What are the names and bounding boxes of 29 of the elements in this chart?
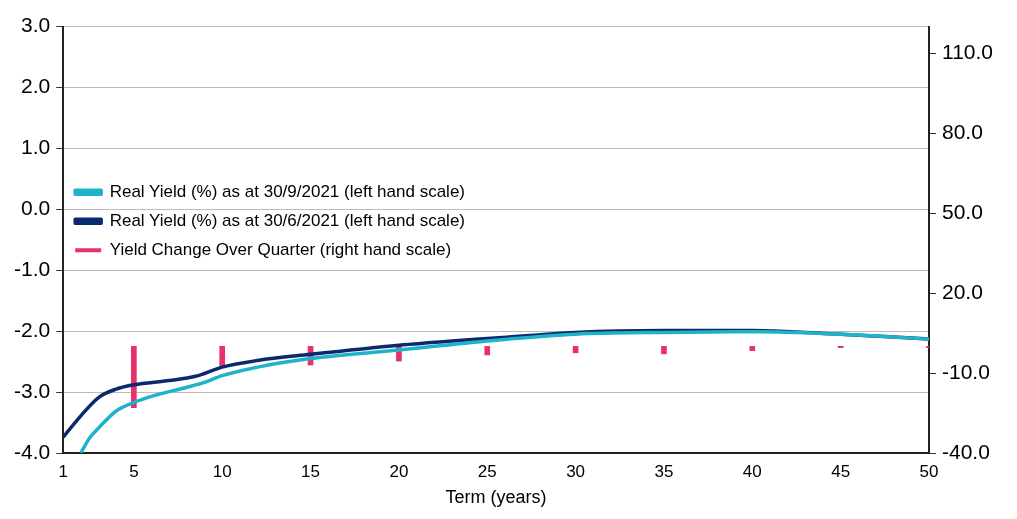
x-tick-label: 40 (742, 461, 762, 481)
x-tick-label: 5 (129, 461, 139, 481)
y2-tick-label: 110.0 (942, 40, 994, 64)
x-tick-label: 10 (212, 461, 232, 481)
y-tick-label: 0.0 (20, 196, 51, 220)
y2-tick-label: 20.0 (942, 279, 983, 303)
x-tick-label: 25 (477, 461, 497, 481)
y-tick-label: -1.0 (14, 257, 51, 281)
x-axis-title: Term (years) (445, 487, 547, 508)
x-tick-label: 30 (566, 461, 586, 481)
y-tick-label: 1.0 (20, 135, 51, 159)
y2-tick-label: -40.0 (942, 439, 990, 463)
x-tick-label: 1 (58, 461, 68, 481)
y2-tick-label: 50.0 (942, 199, 983, 223)
y-tick-label: 3.0 (20, 13, 51, 37)
x-tick-label: 45 (831, 461, 851, 481)
legend-label: Real Yield (%) as at 30/9/2021 (left hand scale) (109, 181, 466, 201)
legend-label: Real Yield (%) as at 30/6/2021 (left hand scale) (109, 210, 466, 230)
y-tick-label: -4.0 (14, 439, 51, 463)
x-tick-label: 15 (301, 461, 321, 481)
x-tick-label: 35 (654, 461, 674, 481)
y-tick-label: -3.0 (14, 378, 51, 402)
legend-label: Yield Change Over Quarter (right hand scale) (109, 239, 452, 259)
y-tick-label: -2.0 (14, 317, 51, 341)
x-tick-label: 50 (919, 461, 939, 481)
y-tick-label: 2.0 (20, 74, 51, 98)
x-tick-label: 20 (389, 461, 409, 481)
y2-tick-label: 80.0 (942, 120, 983, 143)
y2-tick-label: -10.0 (942, 359, 990, 383)
